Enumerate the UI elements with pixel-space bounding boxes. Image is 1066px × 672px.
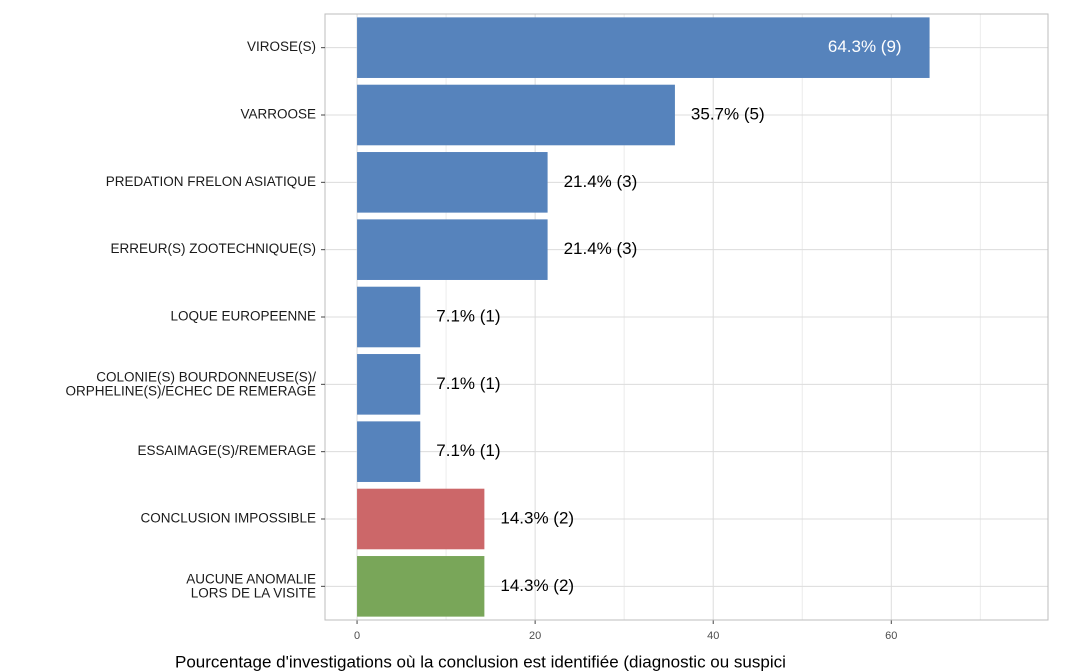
y-tick-label: CONCLUSION IMPOSSIBLE: [140, 511, 316, 526]
x-tick-label: 60: [885, 630, 897, 642]
value-label: 35.7% (5): [691, 104, 765, 123]
value-label: 7.1% (1): [436, 306, 500, 325]
bar: [357, 152, 548, 213]
value-label: 21.4% (3): [564, 172, 638, 191]
value-label: 14.3% (2): [500, 576, 574, 595]
bar: [357, 84, 675, 146]
value-label: 7.1% (1): [436, 441, 500, 460]
bar: [357, 488, 485, 550]
y-tick-label: ERREUR(S) ZOOTECHNIQUE(S): [111, 241, 317, 256]
value-label: 21.4% (3): [564, 239, 638, 258]
y-tick-label: VIROSE(S): [247, 39, 316, 54]
value-label: 14.3% (2): [500, 508, 574, 527]
bar: [357, 421, 421, 482]
bar: [357, 286, 421, 348]
value-label: 64.3% (9): [828, 37, 902, 56]
y-tick-label: AUCUNE ANOMALIE LORS DE LA VISITE: [186, 571, 316, 600]
bar: [357, 219, 548, 280]
x-tick-label: 0: [354, 630, 360, 642]
bar: [357, 17, 930, 78]
x-tick-label: 20: [529, 630, 541, 642]
bar: [357, 354, 421, 415]
y-tick-label: PREDATION FRELON ASIATIQUE: [106, 174, 316, 189]
bar: [357, 556, 485, 617]
x-tick-label: 40: [707, 630, 719, 642]
y-tick-label: COLONIE(S) BOURDONNEUSE(S)/ORPHELINE(S)/…: [65, 369, 316, 398]
value-label: 7.1% (1): [436, 374, 500, 393]
y-tick-label: ESSAIMAGE(S)/REMERAGE: [137, 443, 316, 458]
y-tick-label: VARROOSE: [240, 107, 316, 122]
x-axis-title: Pourcentage d'investigations où la concl…: [175, 652, 786, 671]
y-tick-label: LOQUE EUROPEENNE: [170, 309, 316, 324]
